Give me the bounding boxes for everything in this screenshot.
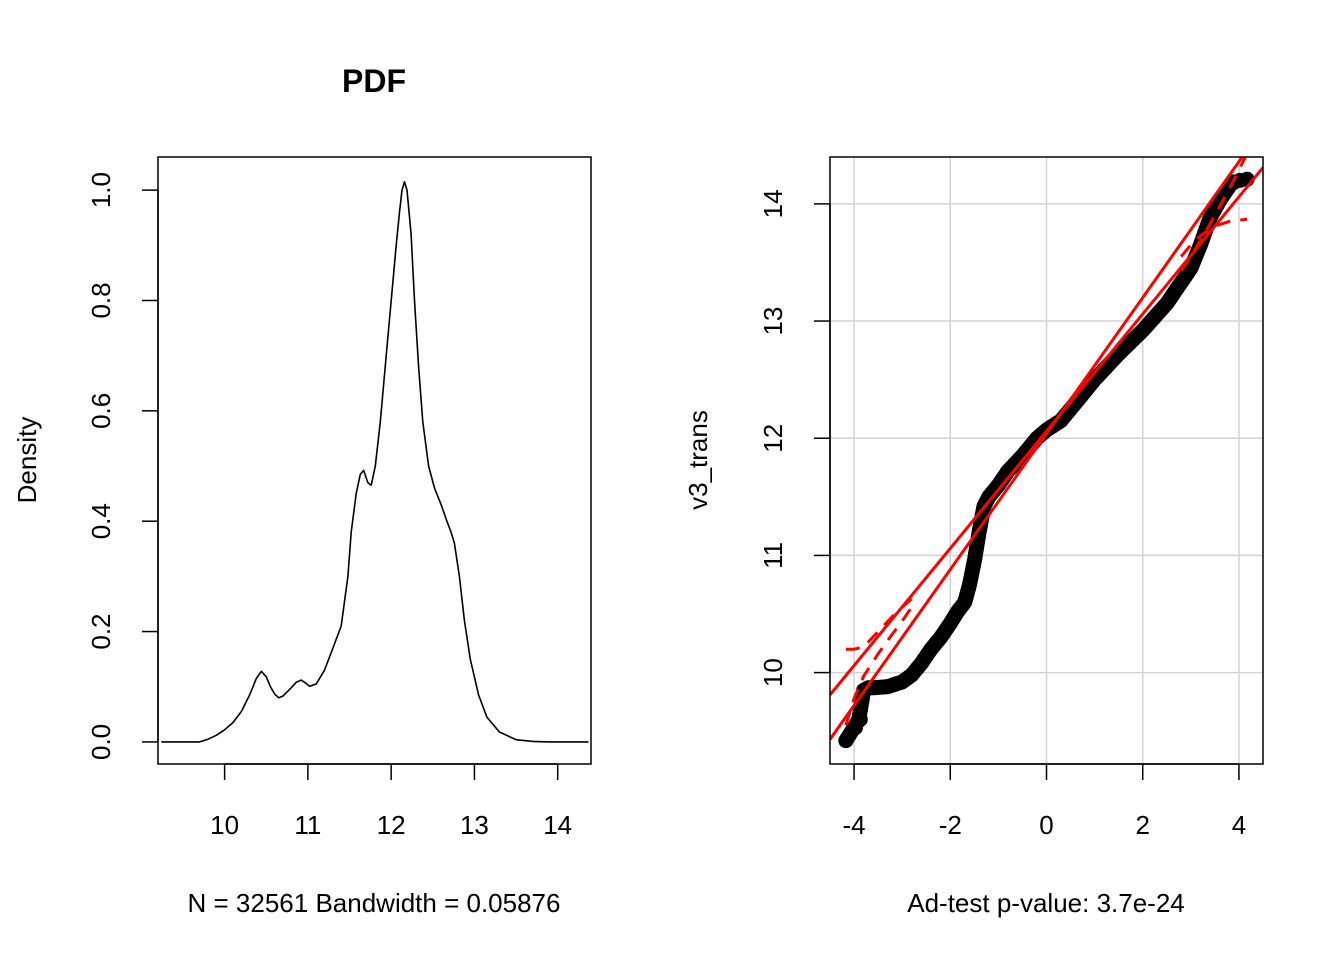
qq-sample-points bbox=[838, 171, 1255, 749]
qq-point bbox=[838, 733, 854, 749]
qq-x-tick-label: -4 bbox=[842, 810, 865, 840]
qq-x-tick-label: 4 bbox=[1232, 810, 1246, 840]
qq-y-tick-label: 10 bbox=[758, 658, 788, 687]
qq-y-tick-label: 11 bbox=[758, 542, 788, 569]
density-x-tick-label: 11 bbox=[294, 810, 321, 840]
density-x-tick-label: 13 bbox=[460, 810, 489, 840]
density-y-tick-label: 0.0 bbox=[86, 724, 116, 760]
density-panel: PDF 10 11 12 13 14 0.0 0.2 0.4 0.6 0.8 1.0 N = 325… bbox=[12, 63, 592, 918]
density-y-tick-label: 1.0 bbox=[86, 172, 116, 208]
qq-confidence-band bbox=[844, 606, 914, 726]
density-plot-frame bbox=[157, 156, 592, 765]
density-x-axis-label: N = 32561 Bandwidth = 0.05876 bbox=[188, 888, 561, 918]
qq-confidence-band bbox=[845, 597, 913, 651]
density-marks bbox=[161, 181, 589, 743]
qq-plot-frame bbox=[829, 156, 1264, 765]
density-y-tick-label: 0.2 bbox=[86, 613, 116, 649]
qq-panel: -4 -2 0 2 4 10 11 12 13 14 Ad-test p-value: 3.7e-… bbox=[683, 156, 1264, 918]
density-title: PDF bbox=[342, 63, 406, 99]
qq-x-axis-label: Ad-test p-value: 3.7e-24 bbox=[907, 888, 1185, 918]
qq-y-tick-label: 12 bbox=[758, 424, 788, 453]
density-y-tick-label: 0.6 bbox=[86, 393, 116, 429]
qq-marks bbox=[830, 157, 1263, 749]
qq-y-tick-label: 14 bbox=[758, 189, 788, 218]
density-axes: 10 11 12 13 14 0.0 0.2 0.4 0.6 0.8 1.0 bbox=[86, 172, 572, 840]
density-curve bbox=[161, 181, 589, 743]
qq-x-tick-label: -2 bbox=[939, 810, 962, 840]
density-y-tick-label: 0.8 bbox=[86, 282, 116, 318]
density-y-axis-label: Density bbox=[12, 417, 42, 504]
qq-x-tick-label: 0 bbox=[1039, 810, 1053, 840]
qq-reference-lines bbox=[830, 157, 1263, 741]
qq-y-axis-label: v3_trans bbox=[683, 410, 713, 510]
qq-y-tick-label: 13 bbox=[758, 307, 788, 336]
qq-point bbox=[852, 711, 868, 727]
density-y-tick-label: 0.4 bbox=[86, 503, 116, 539]
qq-grid bbox=[830, 157, 1263, 764]
qq-x-tick-label: 2 bbox=[1135, 810, 1149, 840]
density-x-tick-label: 12 bbox=[377, 810, 406, 840]
qq-reference-line bbox=[830, 157, 1245, 741]
density-x-tick-label: 10 bbox=[210, 810, 239, 840]
density-x-tick-label: 14 bbox=[543, 810, 572, 840]
